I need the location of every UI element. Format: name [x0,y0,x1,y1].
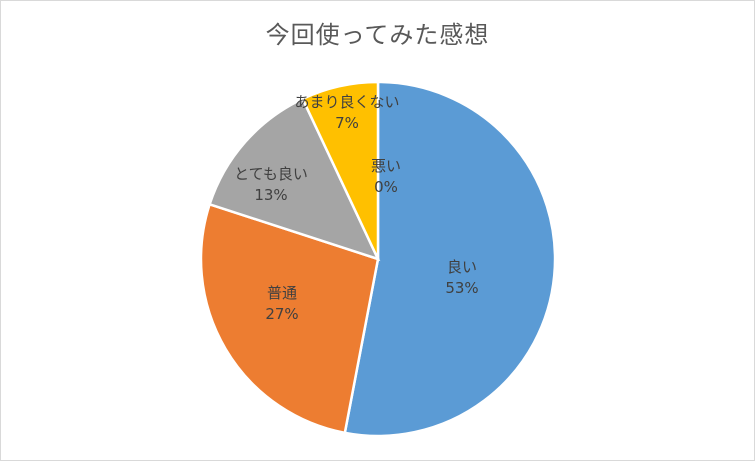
pie-slice-0 [343,80,557,438]
data-label-percent-3: 7% [335,114,359,132]
data-label-percent-2: 13% [254,186,287,204]
data-label-category-1: 普通 [267,284,297,302]
pie-slice-2 [208,97,381,262]
chart-title: 今回使ってみた感想 [265,21,490,49]
data-label-category-3: あまり良くない [294,93,399,111]
data-label-category-2: とても良い [234,165,308,183]
pie-slice-3 [300,80,380,260]
data-label-category-4: 悪い [371,157,401,175]
data-label-percent-1: 27% [265,305,298,323]
pie-slice-1 [199,202,380,435]
data-label-category-0: 良い [447,258,477,276]
data-label-percent-4: 0% [374,178,398,196]
data-label-percent-0: 53% [445,279,478,297]
